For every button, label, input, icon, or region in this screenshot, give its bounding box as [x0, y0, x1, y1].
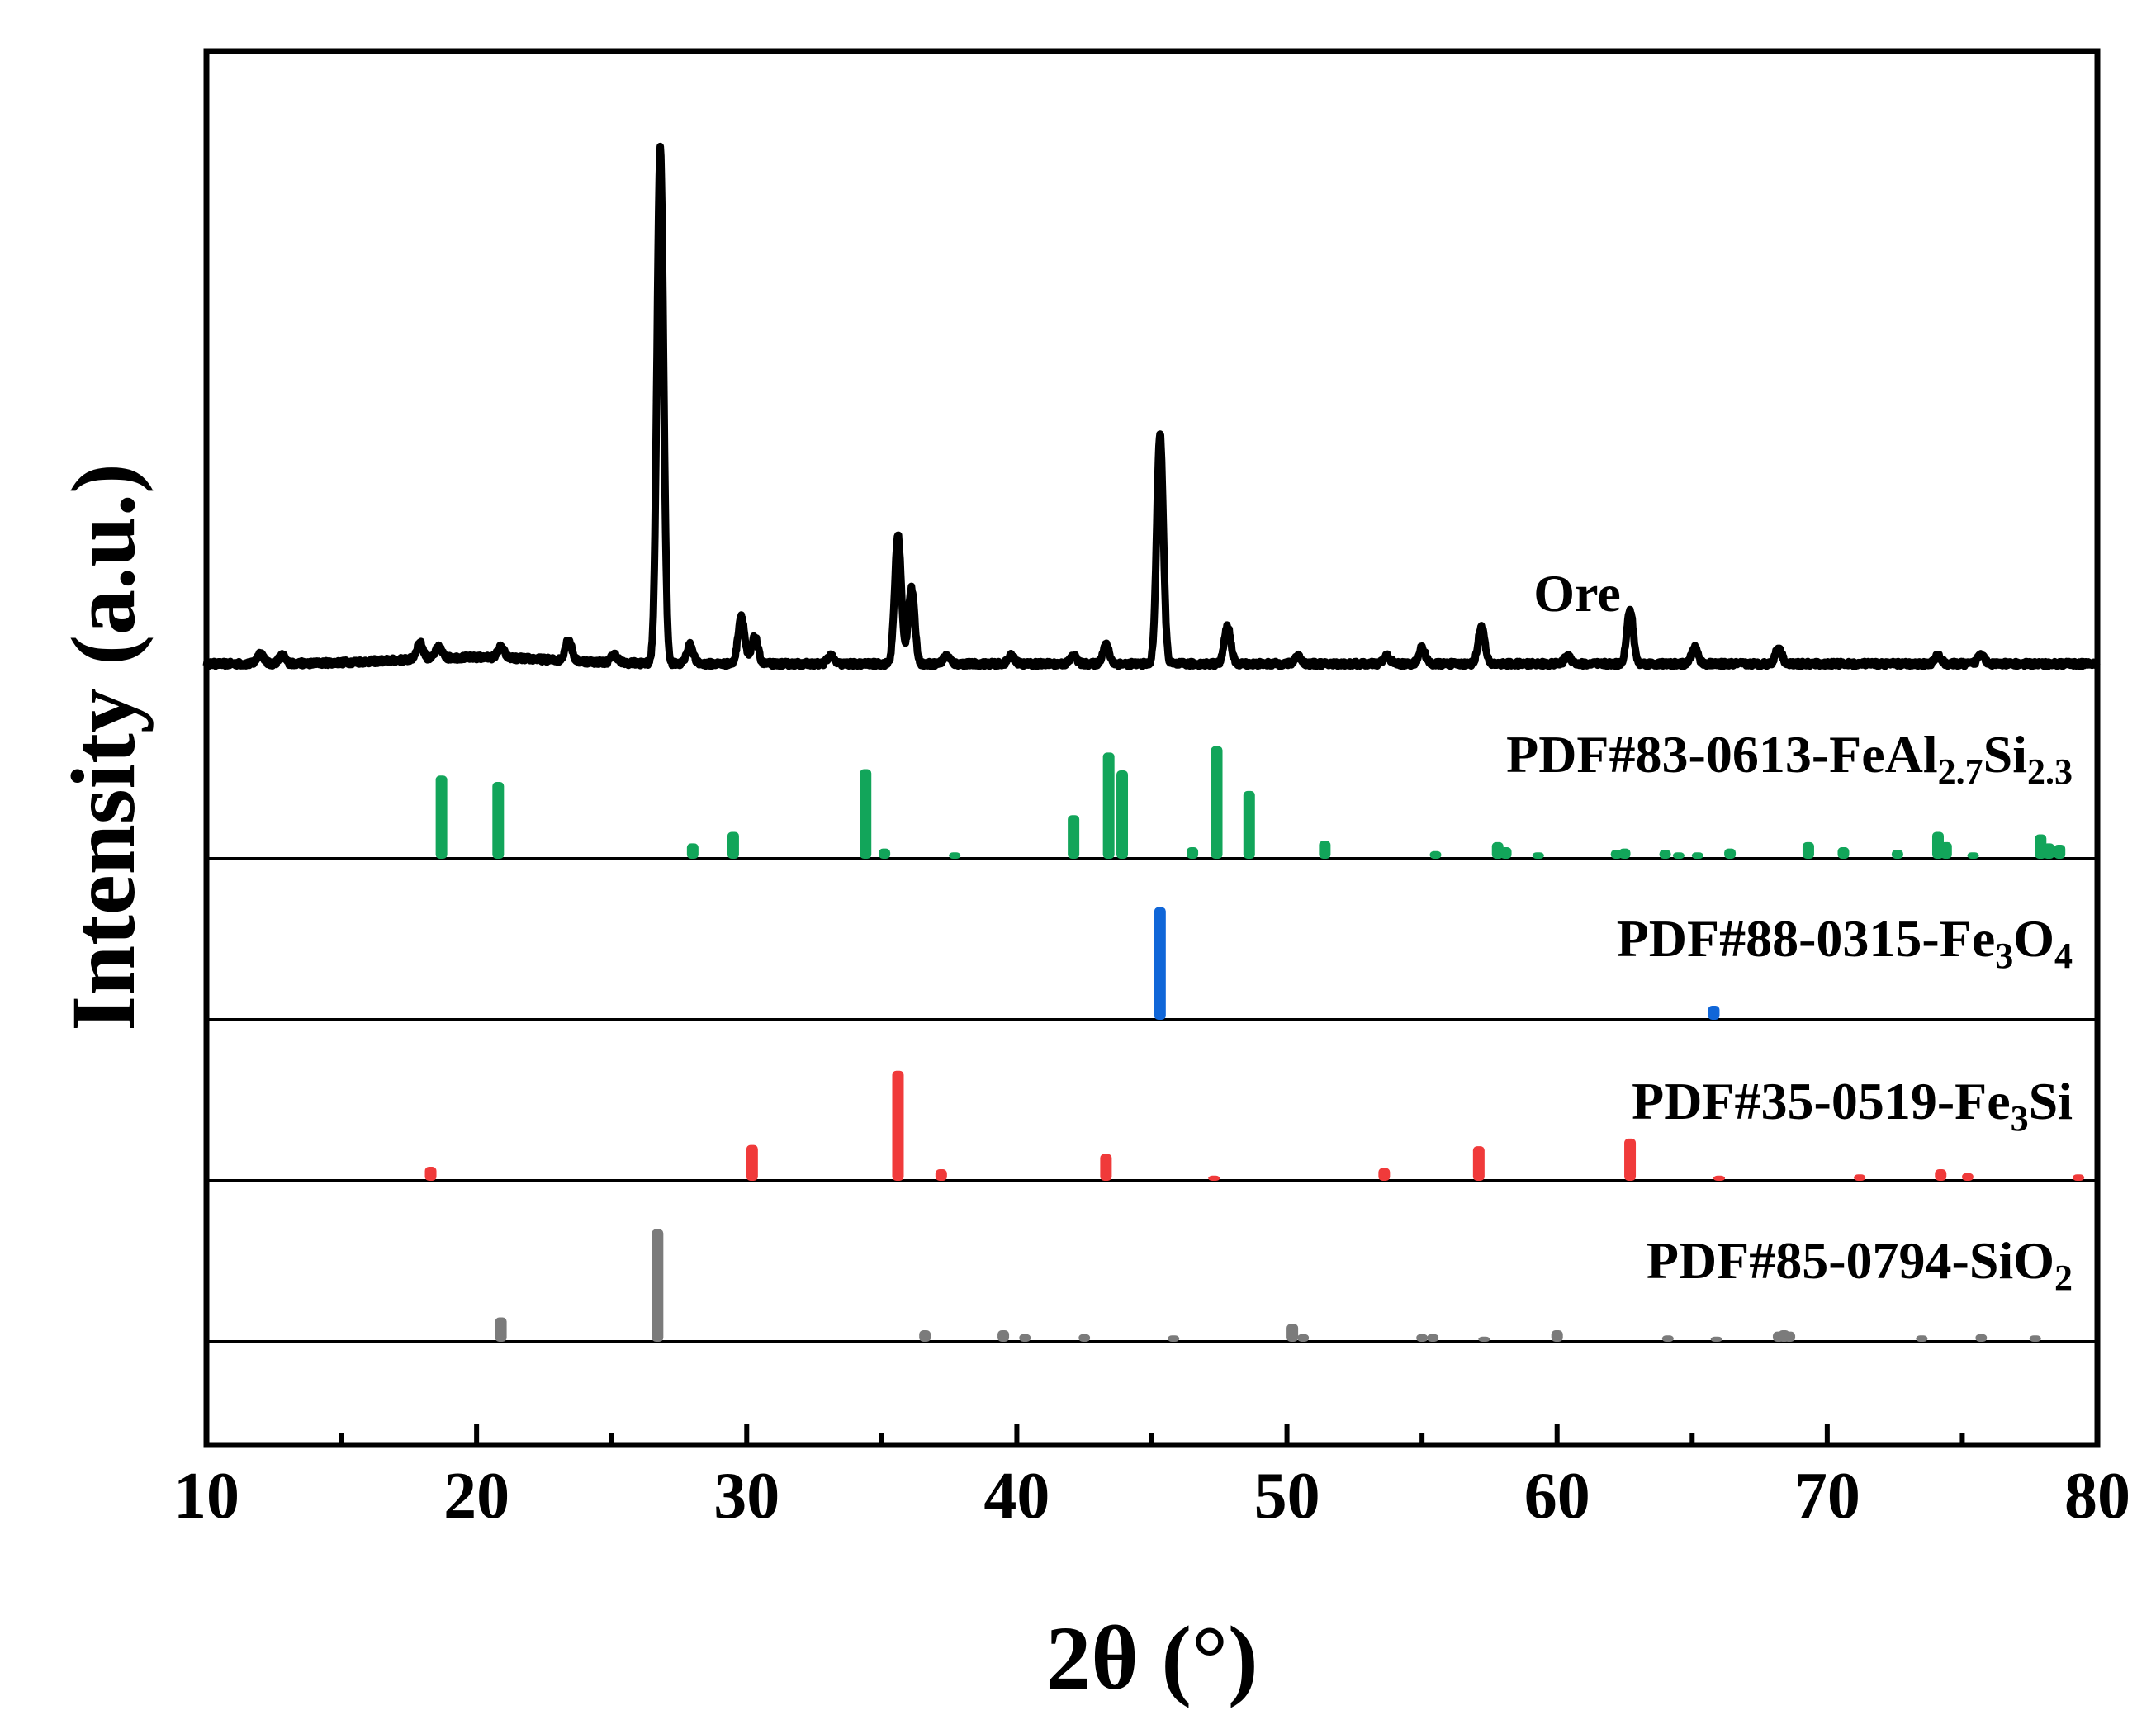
- stick-fe3si: [935, 1169, 947, 1181]
- stick-feal-si: [1429, 850, 1442, 859]
- stick-fe3si: [1624, 1138, 1637, 1181]
- x-axis-title: 2θ (°): [1045, 1608, 1258, 1708]
- stick-sio2: [1427, 1334, 1439, 1342]
- stick-feal-si: [1891, 850, 1903, 859]
- stick-sio2: [1661, 1335, 1674, 1342]
- x-tick-label: 80: [2064, 1460, 2130, 1533]
- stick-feal-si: [1940, 841, 1952, 859]
- stick-sio2: [997, 1330, 1010, 1342]
- stick-fe3o4: [1708, 1005, 1720, 1020]
- stick-sio2: [1551, 1330, 1563, 1342]
- stick-feal-si: [1319, 841, 1331, 859]
- pdf-fe3o4-mid: O: [2013, 909, 2054, 968]
- stick-fe3si: [746, 1144, 758, 1181]
- reference-sticks: [424, 746, 2085, 1342]
- stick-fe3si: [424, 1166, 437, 1181]
- pdf-feal-si-main: PDF#83-0613-FeAl: [1506, 725, 1938, 784]
- stick-feal-si: [1724, 848, 1737, 859]
- pdf-sio2-label: PDF#85-0794-SiO2: [1647, 1231, 2073, 1298]
- stick-feal-si: [1068, 815, 1080, 859]
- pdf-sio2-main: PDF#85-0794-SiO: [1647, 1231, 2054, 1290]
- stick-fe3si: [1472, 1146, 1485, 1181]
- pdf-feal-si-sub1: 2.7: [1938, 751, 1983, 792]
- pdf-fe3o4-label: PDF#88-0315-Fe3O4: [1617, 909, 2073, 976]
- stick-sio2: [1286, 1324, 1299, 1342]
- stick-fe3si: [1713, 1175, 1725, 1181]
- stick-feal-si: [879, 848, 891, 859]
- pdf-fe3si-main: PDF#35-0519-Fe: [1632, 1072, 2011, 1130]
- stick-feal-si: [1500, 847, 1512, 859]
- pdf-sio2-sub1: 2: [2054, 1258, 2073, 1298]
- stick-feal-si: [1116, 770, 1129, 859]
- stick-fe3si: [1961, 1173, 1974, 1181]
- panel-separators: [206, 857, 2097, 1343]
- pdf-fe3o4-main: PDF#88-0315-Fe: [1617, 909, 1996, 968]
- pdf-fe3o4-sub2: 4: [2054, 936, 2073, 976]
- pdf-feal-si-mid: Si: [1983, 725, 2027, 784]
- stick-sio2: [919, 1330, 931, 1342]
- stick-fe3si: [2073, 1174, 2085, 1181]
- stick-feal-si: [1659, 850, 1671, 859]
- stick-feal-si: [1532, 852, 1544, 859]
- stick-feal-si: [860, 769, 872, 859]
- stick-feal-si: [492, 782, 505, 859]
- stick-feal-si: [1967, 852, 1979, 859]
- stick-sio2: [1710, 1336, 1722, 1342]
- x-tick-label: 10: [173, 1460, 239, 1533]
- stick-sio2: [495, 1317, 507, 1342]
- stick-feal-si: [1243, 790, 1255, 859]
- stick-fe3si: [1935, 1169, 1947, 1181]
- stick-feal-si: [949, 852, 961, 859]
- stick-sio2: [1297, 1334, 1310, 1342]
- pdf-fe3si-label: PDF#35-0519-Fe3Si: [1632, 1072, 2073, 1139]
- pdf-fe3si-mid: Si: [2029, 1072, 2073, 1130]
- stick-sio2: [1019, 1334, 1031, 1342]
- stick-feal-si: [1837, 847, 1850, 859]
- stick-feal-si: [686, 843, 699, 859]
- stick-feal-si: [727, 831, 739, 859]
- stick-feal-si: [1802, 841, 1814, 859]
- pdf-feal-si-sub2: 2.3: [2027, 751, 2073, 792]
- stick-sio2: [1975, 1334, 1988, 1342]
- stick-sio2: [652, 1229, 664, 1342]
- stick-feal-si: [1672, 852, 1685, 859]
- stick-feal-si: [1691, 852, 1703, 859]
- stick-feal-si: [1211, 746, 1223, 859]
- stick-feal-si: [2054, 844, 2066, 859]
- ore-pattern-line: [202, 142, 2101, 670]
- stick-sio2: [1784, 1331, 1796, 1342]
- stick-feal-si: [1618, 848, 1631, 859]
- x-axis-ticks: [204, 1424, 2100, 1445]
- pdf-fe3o4-sub1: 3: [1995, 936, 2013, 976]
- pdf-fe3si-sub1: 3: [2011, 1098, 2029, 1139]
- stick-feal-si: [1102, 752, 1115, 859]
- stick-fe3si: [1100, 1154, 1112, 1181]
- x-tick-label: 70: [1794, 1460, 1860, 1533]
- stick-sio2: [2029, 1335, 2041, 1342]
- stick-sio2: [1168, 1335, 1180, 1342]
- x-tick-label: 60: [1524, 1460, 1590, 1533]
- stick-sio2: [1078, 1334, 1091, 1342]
- stick-fe3si: [1854, 1174, 1866, 1181]
- stick-fe3o4: [1154, 907, 1166, 1020]
- stick-fe3si: [892, 1070, 904, 1181]
- stick-sio2: [1478, 1336, 1490, 1342]
- x-axis-tick-labels: 10 20 30 40 50 60 70 80: [173, 1460, 2130, 1533]
- x-tick-label: 30: [713, 1460, 779, 1533]
- y-axis-title: Intensity (a.u.): [53, 463, 154, 1031]
- x-tick-label: 20: [443, 1460, 509, 1533]
- x-tick-label: 50: [1254, 1460, 1320, 1533]
- stick-sio2: [1416, 1334, 1429, 1342]
- x-tick-label: 40: [983, 1460, 1050, 1533]
- stick-sio2: [1916, 1335, 1928, 1342]
- pdf-feal-si-label: PDF#83-0613-FeAl2.7Si2.3: [1506, 725, 2073, 792]
- stick-feal-si: [435, 775, 448, 859]
- stick-fe3si: [1208, 1175, 1220, 1181]
- stick-feal-si: [2043, 843, 2055, 859]
- stick-feal-si: [1187, 847, 1199, 859]
- stick-fe3si: [1378, 1168, 1391, 1181]
- ore-label: Ore: [1533, 564, 1620, 623]
